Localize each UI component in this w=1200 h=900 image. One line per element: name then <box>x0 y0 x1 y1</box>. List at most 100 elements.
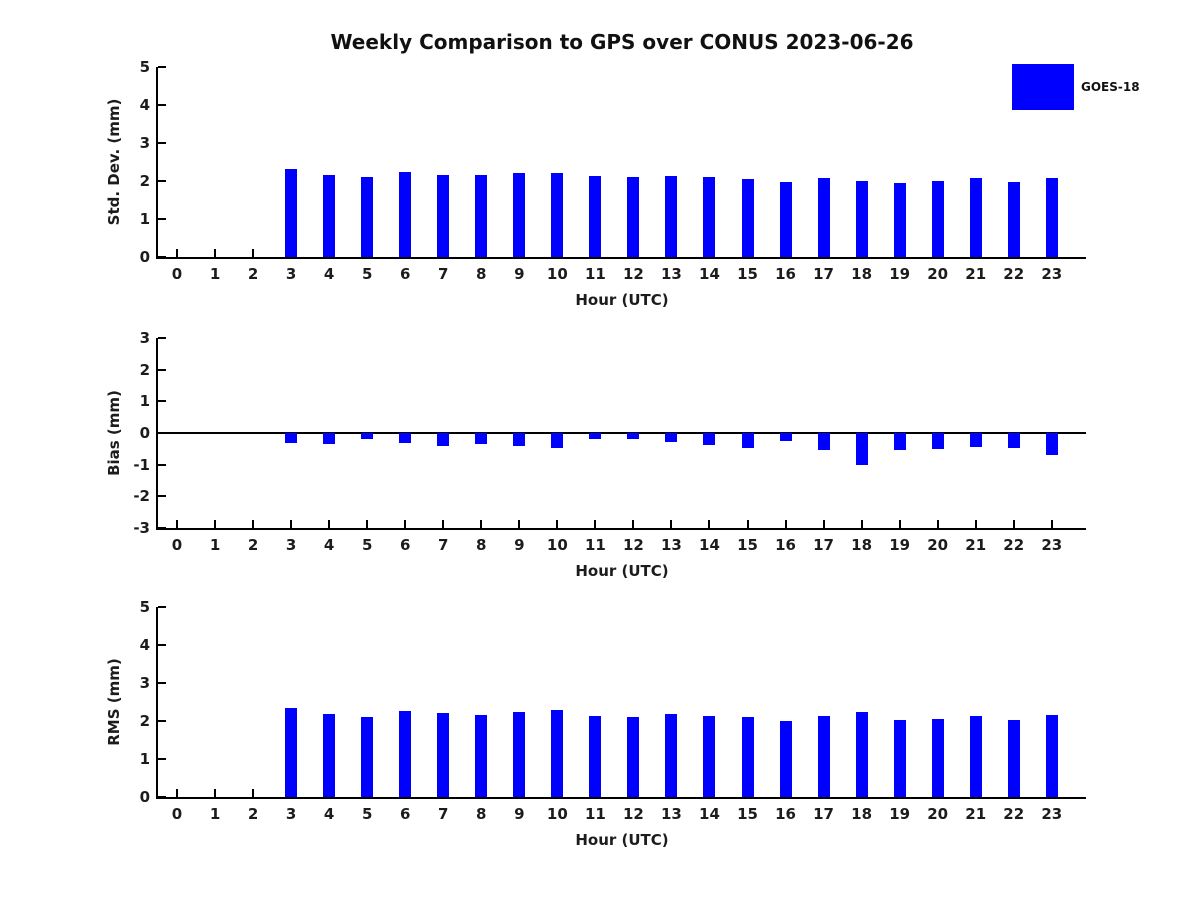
x-tick-label: 3 <box>285 805 297 823</box>
x-tick-label: 10 <box>546 265 568 283</box>
y-tick <box>158 180 166 182</box>
x-tick-label: 1 <box>209 536 221 554</box>
x-tick-label: 11 <box>584 265 606 283</box>
zero-line <box>158 432 1086 434</box>
x-tick-label: 23 <box>1041 265 1063 283</box>
bar-hour-9 <box>513 712 526 797</box>
x-tick <box>366 520 369 528</box>
y-tick-label: 0 <box>139 424 150 442</box>
bar-hour-6 <box>399 711 412 797</box>
x-tick-label: 10 <box>546 536 568 554</box>
bar-hour-22 <box>1007 720 1020 797</box>
bar-hour-5 <box>361 177 374 257</box>
x-tick <box>252 789 255 797</box>
bar-hour-7 <box>437 713 450 797</box>
x-tick <box>252 249 255 257</box>
y-tick-label: 0 <box>139 248 150 266</box>
bar-hour-10 <box>551 709 564 797</box>
bar-hour-7 <box>437 433 450 447</box>
bar-hour-14 <box>703 433 716 446</box>
x-tick-label: 1 <box>209 265 221 283</box>
y-tick <box>158 495 166 498</box>
bar-hour-23 <box>1045 178 1058 257</box>
x-tick-label: 21 <box>965 536 987 554</box>
x-tick <box>290 520 293 528</box>
bar-hour-10 <box>551 433 564 449</box>
x-tick <box>252 520 255 528</box>
bias-plot-area <box>156 337 1086 530</box>
x-tick <box>176 789 179 797</box>
x-tick-label: 12 <box>622 536 644 554</box>
x-tick-label: 14 <box>699 536 720 554</box>
x-tick <box>974 520 977 528</box>
rms-subplot: RMS (mm) Hour (UTC) 5 4 3 2 1 0 0 1 2 3 4 5 6 7 8 9 10 11… <box>0 598 1200 867</box>
bar-hour-20 <box>931 181 944 257</box>
bar-hour-16 <box>779 181 792 257</box>
x-tick <box>1012 520 1015 528</box>
bar-hour-23 <box>1045 433 1058 455</box>
stddev-y-axis-label: Std. Dev. (mm) <box>105 98 123 226</box>
x-tick-label: 15 <box>737 536 758 554</box>
x-tick-label: 1 <box>209 805 221 823</box>
x-tick-label: 7 <box>438 265 449 283</box>
x-tick-label: 12 <box>622 805 644 823</box>
x-tick-label: 16 <box>775 805 796 823</box>
bar-hour-13 <box>665 714 678 797</box>
bar-hour-13 <box>665 175 678 257</box>
bar-hour-11 <box>589 715 602 797</box>
x-tick-label: 22 <box>1003 265 1025 283</box>
y-tick-label: 2 <box>139 360 150 379</box>
x-tick-label: 20 <box>927 536 949 554</box>
bar-hour-18 <box>855 180 868 257</box>
x-tick-label: 2 <box>247 536 259 554</box>
bar-hour-7 <box>437 174 450 257</box>
x-tick-label: 16 <box>775 536 796 554</box>
x-tick-label: 19 <box>889 805 911 823</box>
y-tick <box>158 606 166 608</box>
x-tick-label: 8 <box>476 536 487 554</box>
bar-hour-11 <box>589 433 602 440</box>
x-tick-label: 14 <box>699 805 720 823</box>
x-tick-label: 13 <box>661 536 682 554</box>
x-tick-label: 8 <box>476 805 487 823</box>
x-tick-label: 2 <box>247 805 259 823</box>
x-tick-label: 6 <box>399 265 411 283</box>
y-tick-label: 4 <box>139 96 150 114</box>
x-tick-label: 5 <box>361 536 373 554</box>
x-tick-label: 7 <box>438 536 449 554</box>
x-tick-label: 17 <box>813 265 834 283</box>
bar-hour-14 <box>703 177 716 257</box>
x-tick-label: 6 <box>399 536 411 554</box>
y-tick-label: 3 <box>139 329 150 347</box>
x-tick <box>480 520 483 528</box>
x-tick-label: 0 <box>171 536 183 554</box>
x-tick-label: 0 <box>171 265 183 283</box>
bias-subplot: Bias (mm) Hour (UTC) 3 2 1 0 -1 -2 -3 0 1 2 3 4 5 6 7 8… <box>0 329 1200 598</box>
x-tick-label: 22 <box>1003 536 1025 554</box>
x-tick-label: 9 <box>514 805 525 823</box>
x-tick-label: 11 <box>584 805 606 823</box>
x-tick-label: 15 <box>737 805 758 823</box>
bar-hour-8 <box>475 433 488 445</box>
bar-hour-10 <box>551 172 564 257</box>
bar-hour-17 <box>817 177 830 257</box>
y-tick-label: 2 <box>139 712 150 730</box>
bar-hour-19 <box>893 182 906 257</box>
x-tick <box>328 520 331 528</box>
y-tick <box>158 758 166 760</box>
x-tick-label: 9 <box>514 265 525 283</box>
bar-hour-22 <box>1007 181 1020 257</box>
legend: GOES-18 <box>1012 64 1140 110</box>
x-tick-label: 13 <box>661 805 682 823</box>
rms-x-axis-label: Hour (UTC) <box>575 831 669 849</box>
y-tick <box>158 682 166 684</box>
x-tick-label: 10 <box>546 805 568 823</box>
bar-hour-22 <box>1007 433 1020 448</box>
x-tick-label: 13 <box>661 265 682 283</box>
y-tick-label: 1 <box>139 210 150 228</box>
bar-hour-17 <box>817 716 830 797</box>
y-tick <box>158 218 166 220</box>
stddev-x-axis-label: Hour (UTC) <box>575 291 669 309</box>
bar-hour-16 <box>779 433 792 441</box>
